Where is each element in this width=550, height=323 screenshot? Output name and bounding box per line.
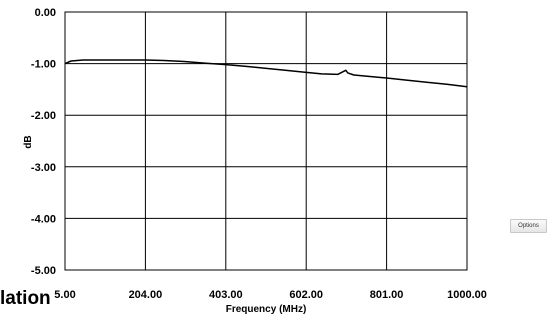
y-tick-label: -3.00	[31, 162, 56, 174]
x-tick-label: 801.00	[370, 289, 404, 301]
series-layer	[64, 59, 468, 88]
x-tick-label: 1000.00	[447, 289, 487, 301]
y-tick-label: 0.00	[35, 7, 56, 19]
y-tick-label: -5.00	[31, 265, 56, 277]
y-tick-label: -1.00	[31, 59, 56, 71]
x-tick-label: 5.00	[54, 289, 75, 301]
series-line-0	[64, 59, 468, 88]
plot-area-frame	[64, 11, 468, 271]
x-axis-label: Frequency (MHz)	[226, 304, 307, 315]
x-tick-labels: 5.00 204.00 403.00 602.00 801.00 1000.00	[54, 289, 487, 301]
grid-lines	[64, 11, 468, 271]
y-tick-labels: 0.00 -1.00 -2.00 -3.00 -4.00 -5.00	[31, 7, 56, 277]
y-tick-label: -2.00	[31, 110, 56, 122]
y-axis-label: dB	[23, 135, 34, 148]
clipped-title-fragment: lation	[0, 288, 51, 309]
x-tick-label: 204.00	[129, 289, 163, 301]
y-tick-label: -4.00	[31, 213, 56, 225]
x-tick-label: 403.00	[209, 289, 243, 301]
options-button[interactable]: Options	[510, 219, 547, 233]
x-tick-label: 602.00	[289, 289, 323, 301]
